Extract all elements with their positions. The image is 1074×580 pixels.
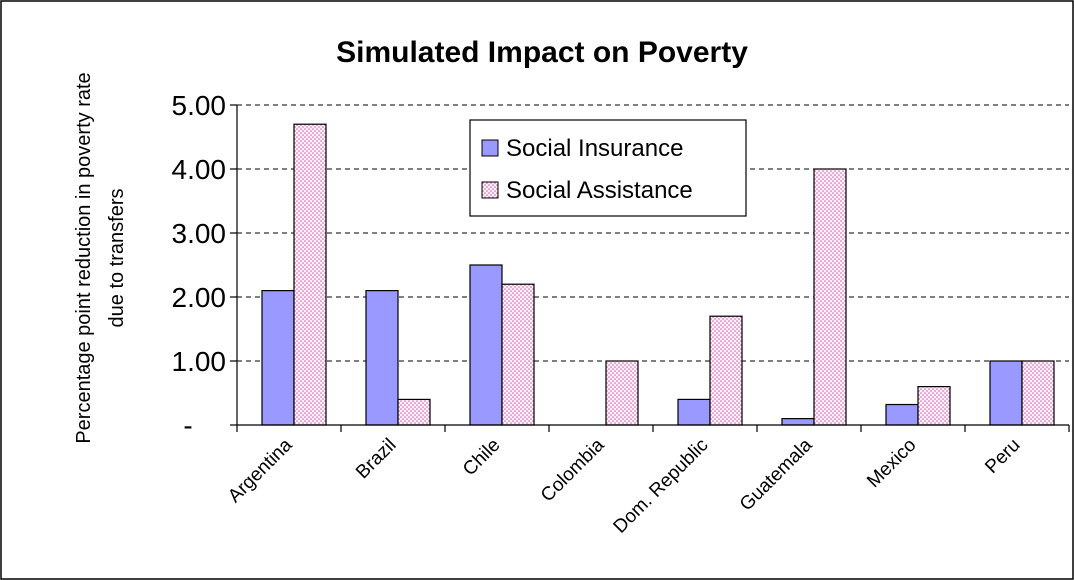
legend-label-social-insurance: Social Insurance [506,135,683,162]
y-tick-label-2: 2.00 [172,282,227,313]
bar-social-assistance-3 [605,360,639,426]
axes [230,104,1070,432]
legend-box [469,119,747,217]
bar-social-insurance-7 [989,360,1023,426]
bar-social-insurance-4 [677,398,711,426]
y-axis-label: Percentage point reduction in poverty ra… [73,72,128,443]
y-tick-label-4: 4.00 [172,154,227,185]
y-tick-label-5: 5.00 [172,90,227,121]
bar-social-assistance-5 [813,168,847,426]
bar-social-insurance-1 [365,290,399,426]
y-tick-label-0: - [183,410,192,441]
legend-swatch-social-insurance [481,139,499,157]
chart-title: Simulated Impact on Poverty [336,36,748,69]
legend-swatch-social-assistance [481,181,499,199]
bar-social-assistance-1 [397,398,431,426]
y-tick-labels: - 1.00 2.00 3.00 4.00 5.00 [172,90,227,441]
bar-social-assistance-7 [1021,360,1055,426]
bar-social-insurance-0 [261,290,295,426]
bar-social-insurance-2 [469,264,503,426]
bar-social-assistance-0 [293,123,327,426]
legend-label-social-assistance: Social Assistance [506,177,693,204]
bar-social-assistance-2 [501,283,535,426]
bars [261,123,1055,426]
bar-social-assistance-6 [917,386,951,426]
y-axis-label-line-1: Percentage point reduction in poverty ra… [73,72,95,443]
bar-social-assistance-4 [709,315,743,426]
y-axis-label-line-2: due to transfers [106,189,128,328]
y-tick-label-1: 1.00 [172,346,227,377]
bar-social-insurance-6 [885,403,919,426]
bar-social-insurance-5 [781,418,815,426]
y-tick-label-3: 3.00 [172,218,227,249]
legend: Social Insurance Social Assistance [469,119,747,217]
